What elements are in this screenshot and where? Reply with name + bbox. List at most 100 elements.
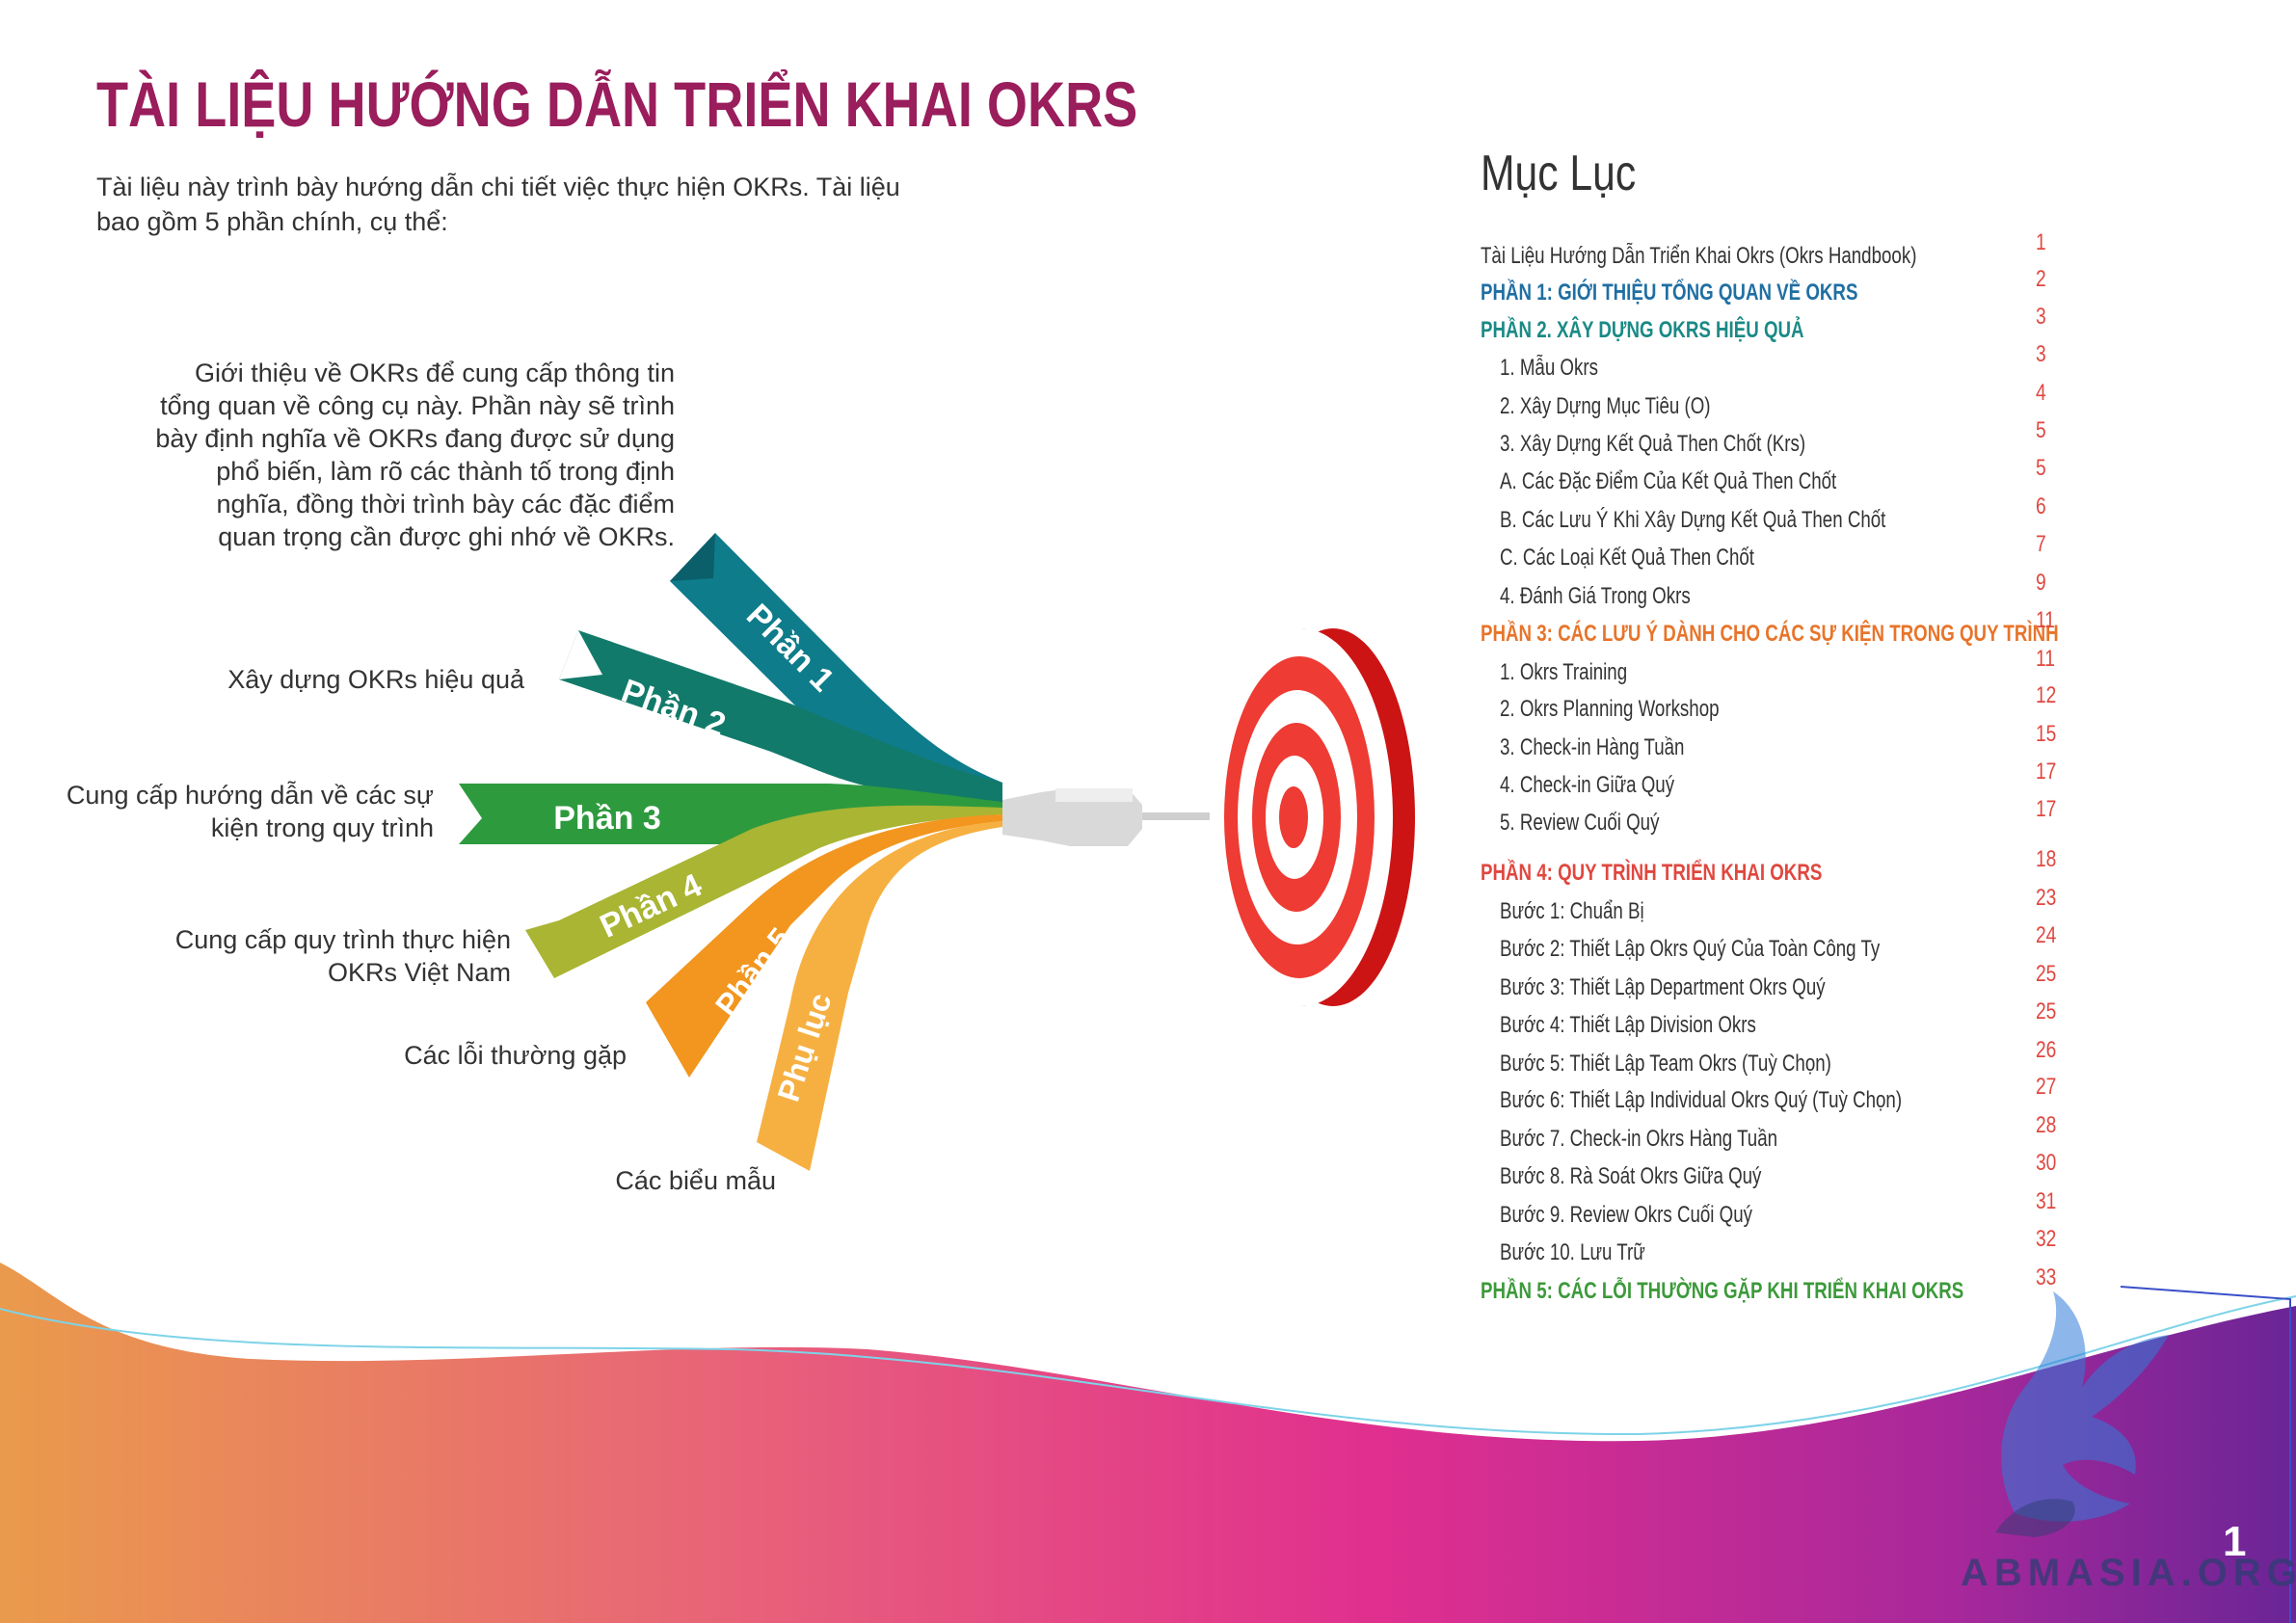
page-title: TÀI LIỆU HƯỚNG DẪN TRIỂN KHAI OKRS bbox=[96, 68, 1138, 140]
toc-entry-page: 3 bbox=[2036, 341, 2046, 367]
toc-entry[interactable]: 1. Mẫu Okrs 3 bbox=[1481, 341, 2059, 387]
toc-entry[interactable]: PHẦN 1: GIỚI THIỆU TỔNG QUAN VỀ OKRS 2 bbox=[1481, 266, 2059, 312]
toc-entry-label: Tài Liệu Hướng Dẫn Triển Khai Okrs (Okrs… bbox=[1481, 243, 1917, 269]
toc-entry[interactable]: Bước 1: Chuẩn Bị 23 bbox=[1481, 885, 2059, 931]
toc-entry-label: 5. Review Cuối Quý bbox=[1500, 810, 1660, 836]
part5-description: Các lỗi thường gặp bbox=[404, 1041, 627, 1070]
part1-description: Giới thiệu về OKRs để cung cấp thông tin… bbox=[155, 359, 675, 551]
toc-entry-label: PHẦN 2. XÂY DỰNG OKRS HIỆU QUẢ bbox=[1481, 317, 1804, 343]
toc-entry[interactable]: 4. Đánh Giá Trong Okrs 9 bbox=[1481, 570, 2059, 616]
target-icon bbox=[1210, 628, 1415, 1006]
toc-entry[interactable]: PHẦN 3: CÁC LƯU Ý DÀNH CHO CÁC SỰ KIỆN T… bbox=[1481, 607, 2059, 653]
toc-entry-label: C. Các Loại Kết Quả Then Chốt bbox=[1500, 545, 1754, 571]
part4-description: Cung cấp quy trình thực hiện OKRs Việt N… bbox=[174, 925, 511, 987]
toc-entry[interactable]: 3. Check-in Hàng Tuần 15 bbox=[1481, 721, 2059, 767]
toc-entry-page: 18 bbox=[2036, 846, 2057, 872]
toc-entry-page: 15 bbox=[2036, 721, 2057, 747]
toc-entry-label: A. Các Đặc Điểm Của Kết Quả Then Chốt bbox=[1500, 468, 1837, 494]
toc-entry[interactable]: PHẦN 2. XÂY DỰNG OKRS HIỆU QUẢ 3 bbox=[1481, 304, 2059, 350]
toc-entry[interactable]: 5. Review Cuối Quý 17 bbox=[1481, 796, 2059, 842]
toc-entry-page: 12 bbox=[2036, 682, 2057, 708]
toc-entry-page: 5 bbox=[2036, 417, 2046, 443]
toc-entry-label: Bước 9. Review Okrs Cuối Quý bbox=[1500, 1202, 1753, 1228]
toc-entry[interactable]: 3. Xây Dựng Kết Quả Then Chốt (Krs) 5 bbox=[1481, 417, 2059, 464]
toc-entry-page: 6 bbox=[2036, 493, 2046, 519]
ribbon-part3: Phần 3 bbox=[459, 784, 1002, 844]
toc-entry-page: 23 bbox=[2036, 885, 2057, 911]
toc-entry-label: 2. Xây Dựng Mục Tiêu (O) bbox=[1500, 393, 1711, 419]
toc-entry[interactable]: A. Các Đặc Điểm Của Kết Quả Then Chốt 5 bbox=[1481, 455, 2059, 501]
toc-entry-label: 1. Mẫu Okrs bbox=[1500, 355, 1598, 381]
toc-entry-page: 17 bbox=[2036, 796, 2057, 822]
toc-entry-page: 5 bbox=[2036, 455, 2046, 481]
toc-entry-page: 7 bbox=[2036, 531, 2046, 557]
toc-entry-page: 25 bbox=[2036, 961, 2057, 987]
intro-paragraph: Tài liệu này trình bày hướng dẫn chi tiế… bbox=[96, 173, 900, 236]
toc-entry-page: 17 bbox=[2036, 758, 2057, 785]
toc-entry-page: 30 bbox=[2036, 1150, 2057, 1176]
appendix-description: Các biểu mẫu bbox=[615, 1166, 776, 1195]
toc-entry-page: 4 bbox=[2036, 380, 2046, 406]
toc-entry[interactable]: B. Các Lưu Ý Khi Xây Dựng Kết Quả Then C… bbox=[1481, 493, 2059, 540]
toc-entry[interactable]: Bước 7. Check-in Okrs Hàng Tuần 28 bbox=[1481, 1112, 2059, 1158]
toc-entry[interactable]: Tài Liệu Hướng Dẫn Triển Khai Okrs (Okrs… bbox=[1481, 229, 2059, 276]
toc-entry[interactable]: PHẦN 5: CÁC LỖI THƯỜNG GẶP KHI TRIỂN KHA… bbox=[1481, 1264, 2059, 1311]
toc-entry-label: 2. Okrs Planning Workshop bbox=[1500, 696, 1720, 722]
toc-entry-label: Bước 4: Thiết Lập Division Okrs bbox=[1500, 1012, 1756, 1038]
toc-entry-label: B. Các Lưu Ý Khi Xây Dựng Kết Quả Then C… bbox=[1500, 507, 1886, 533]
toc-entry-page: 32 bbox=[2036, 1226, 2057, 1252]
dart bbox=[1002, 788, 1239, 846]
toc-entry-page: 33 bbox=[2036, 1264, 2057, 1290]
toc-entry[interactable]: Bước 3: Thiết Lập Department Okrs Quý 25 bbox=[1481, 961, 2059, 1007]
toc-entry-label: 3. Check-in Hàng Tuần bbox=[1500, 734, 1685, 760]
toc-entry-label: 3. Xây Dựng Kết Quả Then Chốt (Krs) bbox=[1500, 431, 1806, 457]
ribbon-part3-label: Phần 3 bbox=[553, 800, 660, 837]
toc-entry-label: 1. Okrs Training bbox=[1500, 659, 1628, 685]
toc-entry-label: Bước 6: Thiết Lập Individual Okrs Quý (T… bbox=[1500, 1087, 1903, 1113]
toc-entry-label: PHẦN 4: QUY TRÌNH TRIỂN KHAI OKRS bbox=[1481, 860, 1823, 886]
toc-entry[interactable]: Bước 6: Thiết Lập Individual Okrs Quý (T… bbox=[1481, 1074, 2059, 1120]
toc-entry[interactable]: Bước 5: Thiết Lập Team Okrs (Tuỳ Chọn) 26 bbox=[1481, 1037, 2059, 1083]
toc-entry-page: 11 bbox=[2036, 607, 2055, 633]
toc-entry-page: 26 bbox=[2036, 1037, 2057, 1063]
toc-entry[interactable]: Bước 4: Thiết Lập Division Okrs 25 bbox=[1481, 998, 2059, 1045]
page-number: 1 bbox=[2223, 1518, 2247, 1565]
toc-entry-page: 25 bbox=[2036, 998, 2057, 1024]
toc-entry-page: 27 bbox=[2036, 1074, 2057, 1100]
toc-entry[interactable]: 2. Xây Dựng Mục Tiêu (O) 4 bbox=[1481, 380, 2059, 426]
toc-entry[interactable]: Bước 10. Lưu Trữ 32 bbox=[1481, 1226, 2059, 1272]
toc-entry-label: Bước 7. Check-in Okrs Hàng Tuần bbox=[1500, 1126, 1778, 1152]
toc-entry-page: 9 bbox=[2036, 570, 2046, 596]
toc-entry[interactable]: 2. Okrs Planning Workshop 12 bbox=[1481, 682, 2059, 729]
bird-logo-icon bbox=[1995, 1291, 2169, 1537]
toc-entry-label: PHẦN 1: GIỚI THIỆU TỔNG QUAN VỀ OKRS bbox=[1481, 279, 1858, 306]
toc-entry-label: Bước 2: Thiết Lập Okrs Quý Của Toàn Công… bbox=[1500, 936, 1881, 962]
toc-entry-label: Bước 8. Rà Soát Okrs Giữa Quý bbox=[1500, 1163, 1762, 1189]
toc-entry[interactable]: 4. Check-in Giữa Quý 17 bbox=[1481, 758, 2059, 805]
toc-entry-label: 4. Check-in Giữa Quý bbox=[1500, 772, 1675, 798]
toc-entry[interactable]: 1. Okrs Training 11 bbox=[1481, 646, 2059, 692]
toc-entry-page: 11 bbox=[2036, 646, 2055, 672]
toc-entry-page: 28 bbox=[2036, 1112, 2057, 1138]
toc-entry-page: 3 bbox=[2036, 304, 2046, 330]
toc-entry-label: Bước 5: Thiết Lập Team Okrs (Tuỳ Chọn) bbox=[1500, 1051, 1831, 1077]
toc-entry[interactable]: PHẦN 4: QUY TRÌNH TRIỂN KHAI OKRS 18 bbox=[1481, 846, 2059, 892]
toc-entry[interactable]: C. Các Loại Kết Quả Then Chốt 7 bbox=[1481, 531, 2059, 577]
toc-entry-page: 31 bbox=[2036, 1188, 2057, 1214]
toc-entry-label: PHẦN 3: CÁC LƯU Ý DÀNH CHO CÁC SỰ KIỆN T… bbox=[1481, 621, 2059, 647]
toc-entry-label: 4. Đánh Giá Trong Okrs bbox=[1500, 583, 1691, 609]
toc-entry-page: 1 bbox=[2036, 229, 2046, 255]
toc-entry[interactable]: Bước 2: Thiết Lập Okrs Quý Của Toàn Công… bbox=[1481, 922, 2059, 969]
toc-entry-label: Bước 1: Chuẩn Bị bbox=[1500, 898, 1644, 924]
toc-entry[interactable]: Bước 9. Review Okrs Cuối Quý 31 bbox=[1481, 1188, 2059, 1235]
toc-entry-label: Bước 3: Thiết Lập Department Okrs Quý bbox=[1500, 974, 1826, 1000]
toc-entry-page: 24 bbox=[2036, 922, 2057, 948]
toc-entry-label: PHẦN 5: CÁC LỖI THƯỜNG GẶP KHI TRIỂN KHA… bbox=[1481, 1278, 1964, 1304]
toc-entry[interactable]: Bước 8. Rà Soát Okrs Giữa Quý 30 bbox=[1481, 1150, 2059, 1196]
toc-title: Mục Lục bbox=[1481, 146, 1637, 201]
part3-description: Cung cấp hướng dẫn về các sự kiện trong … bbox=[66, 781, 434, 842]
part2-description: Xây dựng OKRs hiệu quả bbox=[227, 665, 524, 694]
toc-entry-page: 2 bbox=[2036, 266, 2046, 292]
